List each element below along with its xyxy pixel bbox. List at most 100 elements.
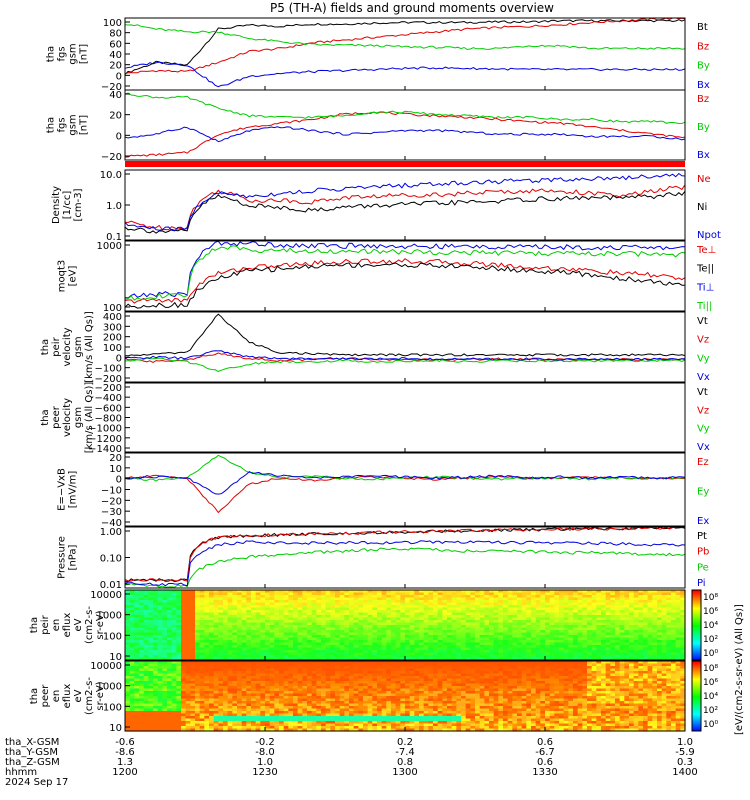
spectrogram-cell — [470, 645, 476, 649]
spectrogram-cell — [363, 642, 369, 646]
spectrogram-cell — [148, 622, 154, 626]
series-Vy-line — [124, 357, 686, 372]
series-Ti-line — [124, 245, 686, 301]
spectrogram-cell — [209, 590, 215, 594]
spectrogram-cell — [330, 617, 336, 621]
spectrogram-cell — [484, 645, 490, 649]
spectrogram-cell — [232, 605, 238, 609]
spectrogram-cell — [587, 637, 593, 641]
spectrogram-cell — [162, 590, 168, 594]
spectrogram-cell — [577, 602, 583, 606]
spectrogram-cell — [675, 622, 681, 626]
colorbar-cell — [692, 595, 701, 598]
spectrogram-cell — [531, 605, 537, 609]
spectrogram-cell — [633, 607, 639, 611]
spectrogram-cell — [321, 625, 327, 629]
spectrogram-cell — [456, 592, 462, 596]
spectrogram-cell — [274, 592, 280, 596]
spectrogram-cell — [437, 632, 443, 636]
spectrogram-cell — [377, 610, 383, 614]
spectrogram-cell — [260, 625, 266, 629]
spectrogram-cell — [619, 615, 625, 619]
spectrogram-cell — [591, 645, 597, 649]
spectrogram-cell — [587, 590, 593, 594]
spectrogram-cell — [456, 642, 462, 646]
spectrogram-cell — [587, 627, 593, 631]
spectrogram-cell — [274, 607, 280, 611]
spectrogram-cell — [227, 592, 233, 596]
spectrogram-cell — [157, 630, 163, 634]
spectrogram-cell — [185, 592, 191, 596]
spectrogram-cell — [419, 605, 425, 609]
spectrogram-cell — [311, 592, 317, 596]
spectrogram-cell — [199, 620, 205, 624]
spectrogram-cell — [283, 612, 289, 616]
spectrogram-cell — [297, 620, 303, 624]
spectrogram-cell — [213, 617, 219, 621]
y-tick-label: 20 — [109, 453, 122, 464]
spectrogram-cell — [335, 607, 341, 611]
spectrogram-cell — [428, 647, 434, 651]
spectrogram-cell — [153, 661, 159, 665]
spectrogram-cell — [493, 655, 499, 659]
spectrogram-cell — [269, 630, 275, 634]
spectrogram-cell — [213, 657, 219, 661]
spectrogram-cell — [190, 625, 196, 629]
figure-title: P5 (TH-A) fields and ground moments over… — [270, 1, 554, 15]
spectrogram-cell — [577, 617, 583, 621]
spectrogram-cell — [269, 640, 275, 644]
spectrogram-cell — [171, 632, 177, 636]
spectrogram-cell — [185, 652, 191, 656]
spectrogram-cell — [675, 645, 681, 649]
spectrogram-cell — [125, 615, 131, 619]
spectrogram-cell — [554, 630, 560, 634]
spectrogram-cell — [148, 590, 154, 594]
spectrogram-cell — [265, 630, 271, 634]
series-Ne-line — [124, 184, 686, 231]
spectrogram-cell — [157, 640, 163, 644]
spectrogram-cell — [568, 630, 574, 634]
spectrogram-cell — [549, 595, 555, 599]
y-tick-label: 40 — [109, 90, 122, 101]
spectrogram-cell — [363, 625, 369, 629]
spectrogram-cell — [139, 620, 145, 624]
spectrogram-cell — [624, 612, 630, 616]
spectrogram-cell — [283, 627, 289, 631]
spectrogram-cell — [652, 607, 658, 611]
y-axis-label: peir — [40, 614, 51, 634]
spectrogram-cell — [344, 622, 350, 626]
y-axis-label: [mV/m] — [68, 471, 79, 509]
spectrogram-cell — [274, 595, 280, 599]
spectrogram-cell — [302, 635, 308, 639]
spectrogram-cell — [545, 622, 551, 626]
spectrogram-cell — [316, 605, 322, 609]
spectrogram-cell — [657, 622, 663, 626]
spectrogram-cell — [386, 620, 392, 624]
spectrogram-cell — [325, 637, 331, 641]
spectrogram-cell — [246, 650, 252, 654]
spectrogram-cell — [246, 592, 252, 596]
spectrogram-cell — [134, 612, 140, 616]
spectrogram-cell — [283, 657, 289, 661]
spectrogram-cell — [405, 657, 411, 661]
spectrogram-cell — [251, 610, 257, 614]
spectrogram-cell — [367, 642, 373, 646]
spectrogram-cell — [344, 605, 350, 609]
spectrogram-cell — [409, 602, 415, 606]
spectrogram-cell — [619, 630, 625, 634]
spectrogram-cell — [223, 645, 229, 649]
spectrogram-cell — [269, 600, 275, 604]
spectrogram-cell — [395, 630, 401, 634]
spectrogram-cell — [260, 657, 266, 661]
spectrogram-cell — [237, 600, 243, 604]
spectrogram-cell — [190, 595, 196, 599]
spectrogram-cell — [181, 661, 187, 665]
spectrogram-cell — [521, 620, 527, 624]
spectrogram-cell — [498, 637, 504, 641]
spectrogram-cell — [363, 632, 369, 636]
spectrogram-cell — [162, 602, 168, 606]
spectrogram-cell — [451, 620, 457, 624]
spectrogram-cell — [176, 607, 182, 611]
spectrogram-cell — [657, 627, 663, 631]
spectrogram-cell — [652, 627, 658, 631]
